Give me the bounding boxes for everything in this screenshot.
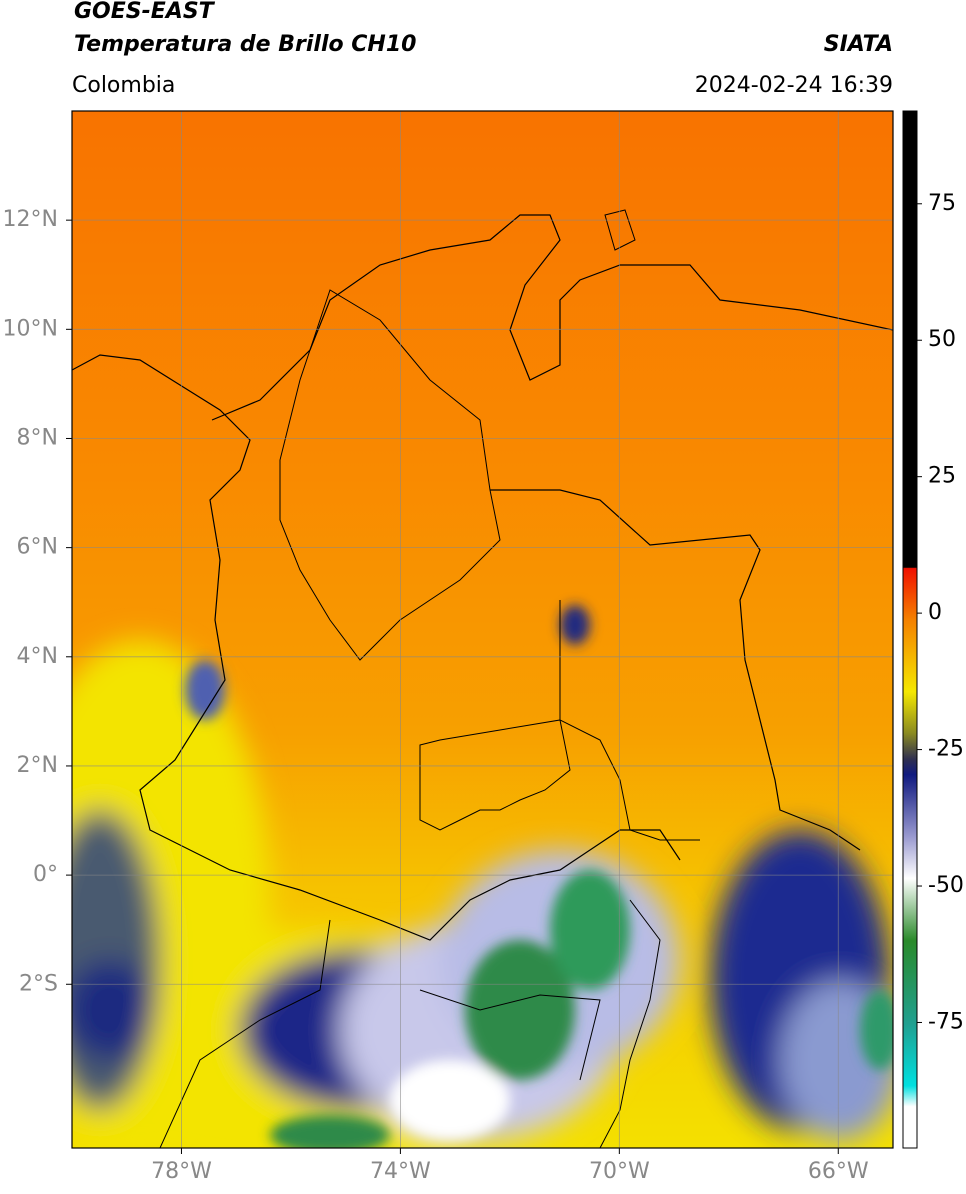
lat-tick-label: 8°N	[17, 425, 58, 450]
lat-tick-label: 12°N	[3, 207, 58, 232]
subtitle: Temperatura de Brillo CH10	[74, 32, 416, 57]
lat-tick-label: 0°	[33, 862, 58, 887]
lat-tick-label: 6°N	[17, 535, 58, 560]
lon-tick-label: 70°W	[589, 1159, 650, 1184]
lon-tick-label: 66°W	[808, 1159, 869, 1184]
colorbar-tick-label: 50	[928, 327, 956, 352]
colorbar	[902, 110, 918, 1149]
lat-tick-label: 2°N	[17, 753, 58, 778]
source: SIATA	[824, 32, 893, 57]
lat-tick-label: 2°S	[19, 971, 58, 996]
colorbar-tick-label: -50	[928, 873, 964, 898]
colorbar-tick-label: 25	[928, 464, 956, 489]
lat-tick-label: 10°N	[3, 316, 58, 341]
datetime: 2024-02-24 16:39	[695, 73, 893, 98]
region: Colombia	[72, 73, 175, 98]
title: GOES-EAST	[74, 0, 216, 24]
lon-tick-label: 74°W	[370, 1159, 431, 1184]
colorbar-tick-label: -25	[928, 737, 964, 762]
colorbar-tick-label: 0	[928, 600, 942, 625]
lat-tick-label: 4°N	[17, 644, 58, 669]
colorbar-tick-label: -75	[928, 1009, 964, 1034]
lon-tick-label: 78°W	[151, 1159, 212, 1184]
colorbar-tick-label: 75	[928, 191, 956, 216]
satellite-image	[72, 111, 893, 1148]
map-frame	[71, 110, 894, 1149]
